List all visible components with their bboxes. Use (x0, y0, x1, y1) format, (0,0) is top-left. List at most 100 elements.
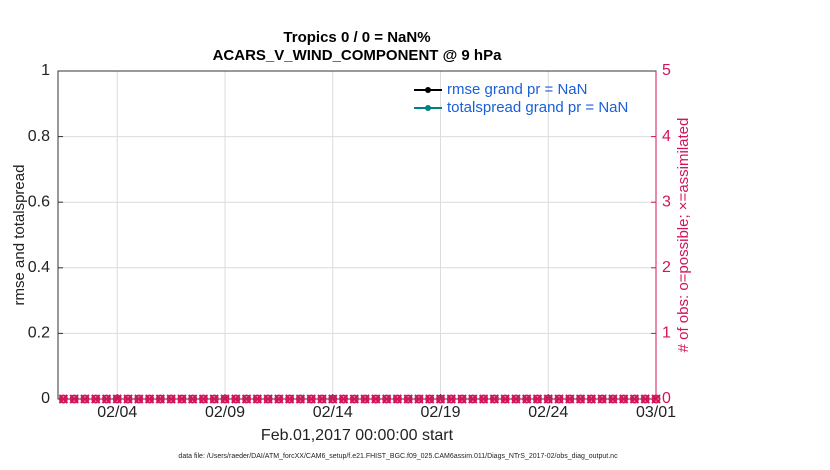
obs-possible-marker (101, 394, 111, 404)
obs-assimilated-marker (468, 394, 478, 404)
obs-possible-marker (425, 394, 435, 404)
obs-possible-marker (511, 394, 521, 404)
obs-assimilated-marker (371, 394, 381, 404)
obs-possible-marker (360, 394, 370, 404)
obs-assimilated-marker (618, 394, 629, 404)
obs-assimilated-marker (144, 394, 155, 404)
obs-assimilated-marker (608, 394, 618, 404)
obs-possible-marker (489, 394, 499, 404)
chart-subtitle: ACARS_V_WIND_COMPONENT @ 9 hPa (213, 47, 502, 64)
obs-possible-marker (543, 394, 553, 404)
x-tick-label: 02/24 (528, 404, 568, 421)
obs-possible-marker (457, 394, 467, 404)
obs-assimilated-marker (565, 394, 575, 404)
obs-possible-marker (274, 394, 284, 404)
obs-possible-marker (80, 394, 90, 404)
obs-possible-marker (285, 394, 295, 404)
obs-possible-marker (479, 394, 489, 404)
obs-assimilated-marker (360, 394, 370, 404)
obs-possible-marker (565, 394, 575, 404)
obs-assimilated-marker (241, 394, 252, 404)
y2-axis-label: # of obs: o=possible; ×=assimilated (675, 118, 692, 353)
obs-possible-marker (134, 394, 144, 404)
obs-possible-marker (166, 394, 176, 404)
obs-possible-marker (198, 394, 208, 404)
y2-tick-label: 2 (662, 259, 671, 276)
y-axis-label: rmse and totalspread (11, 165, 28, 306)
obs-assimilated-marker (80, 394, 90, 404)
obs-assimilated-marker (392, 394, 403, 404)
obs-possible-marker (640, 394, 650, 404)
obs-possible-marker (436, 394, 446, 404)
obs-possible-marker (69, 394, 79, 404)
obs-possible-marker (123, 394, 133, 404)
obs-assimilated-marker (543, 394, 553, 404)
obs-assimilated-marker (381, 394, 392, 404)
obs-possible-marker (532, 394, 542, 404)
obs-assimilated-marker (511, 394, 521, 404)
chart-title: Tropics 0 / 0 = NaN% (283, 29, 430, 46)
obs-possible-marker (522, 394, 532, 404)
obs-assimilated-marker (252, 394, 263, 404)
obs-assimilated-marker (489, 394, 500, 404)
obs-assimilated-marker (500, 394, 510, 404)
obs-assimilated-marker (425, 394, 435, 404)
obs-possible-marker (382, 394, 392, 404)
obs-assimilated-marker (284, 394, 295, 404)
obs-possible-marker (145, 394, 155, 404)
x-tick-label: 03/01 (636, 404, 676, 421)
obs-assimilated-marker (629, 394, 640, 404)
obs-possible-marker (91, 394, 101, 404)
obs-assimilated-marker (231, 394, 241, 404)
obs-possible-marker (58, 394, 68, 404)
obs-assimilated-marker (521, 394, 532, 404)
obs-assimilated-marker (338, 394, 349, 404)
obs-possible-marker (414, 394, 424, 404)
obs-assimilated-marker (112, 394, 122, 404)
legend-label: totalspread grand pr = NaN (447, 99, 628, 116)
obs-assimilated-marker (651, 394, 661, 404)
obs-assimilated-marker (166, 394, 176, 404)
y-tick-label: 0.6 (28, 193, 50, 210)
obs-assimilated-marker (58, 394, 69, 404)
obs-possible-marker (155, 394, 165, 404)
obs-assimilated-marker (155, 394, 166, 404)
obs-possible-marker (306, 394, 316, 404)
obs-assimilated-marker (274, 394, 284, 404)
obs-assimilated-marker (306, 394, 316, 404)
y-tick-label: 0 (41, 390, 50, 407)
legend-label: rmse grand pr = NaN (447, 81, 587, 98)
obs-possible-marker (629, 394, 639, 404)
obs-assimilated-marker (295, 394, 306, 404)
obs-assimilated-marker (69, 394, 79, 404)
obs-assimilated-marker (414, 394, 424, 404)
x-tick-label: 02/09 (205, 404, 245, 421)
obs-assimilated-marker (187, 394, 198, 404)
obs-possible-marker (209, 394, 219, 404)
obs-possible-marker (371, 394, 381, 404)
footnote: data file: /Users/raeder/DAI/ATM_forcXX/… (178, 453, 618, 460)
y2-tick-label: 1 (662, 325, 671, 342)
y2-tick-label: 4 (662, 128, 671, 145)
x-tick-label: 02/04 (97, 404, 137, 421)
obs-possible-marker (554, 394, 564, 404)
obs-assimilated-marker (263, 394, 273, 404)
obs-assimilated-marker (457, 394, 467, 404)
y2-tick-label: 5 (662, 62, 671, 79)
obs-assimilated-marker (349, 394, 360, 404)
obs-possible-marker (446, 394, 456, 404)
y-tick-label: 1 (41, 62, 50, 79)
y-tick-label: 0.8 (28, 128, 50, 145)
obs-possible-marker (608, 394, 618, 404)
obs-assimilated-marker (575, 394, 586, 404)
obs-possible-marker (500, 394, 510, 404)
obs-possible-marker (619, 394, 629, 404)
obs-possible-marker (651, 394, 661, 404)
obs-assimilated-marker (220, 394, 230, 404)
obs-possible-marker (349, 394, 359, 404)
obs-possible-marker (177, 394, 187, 404)
obs-assimilated-marker (317, 394, 327, 404)
obs-possible-marker (392, 394, 402, 404)
obs-possible-marker (468, 394, 478, 404)
